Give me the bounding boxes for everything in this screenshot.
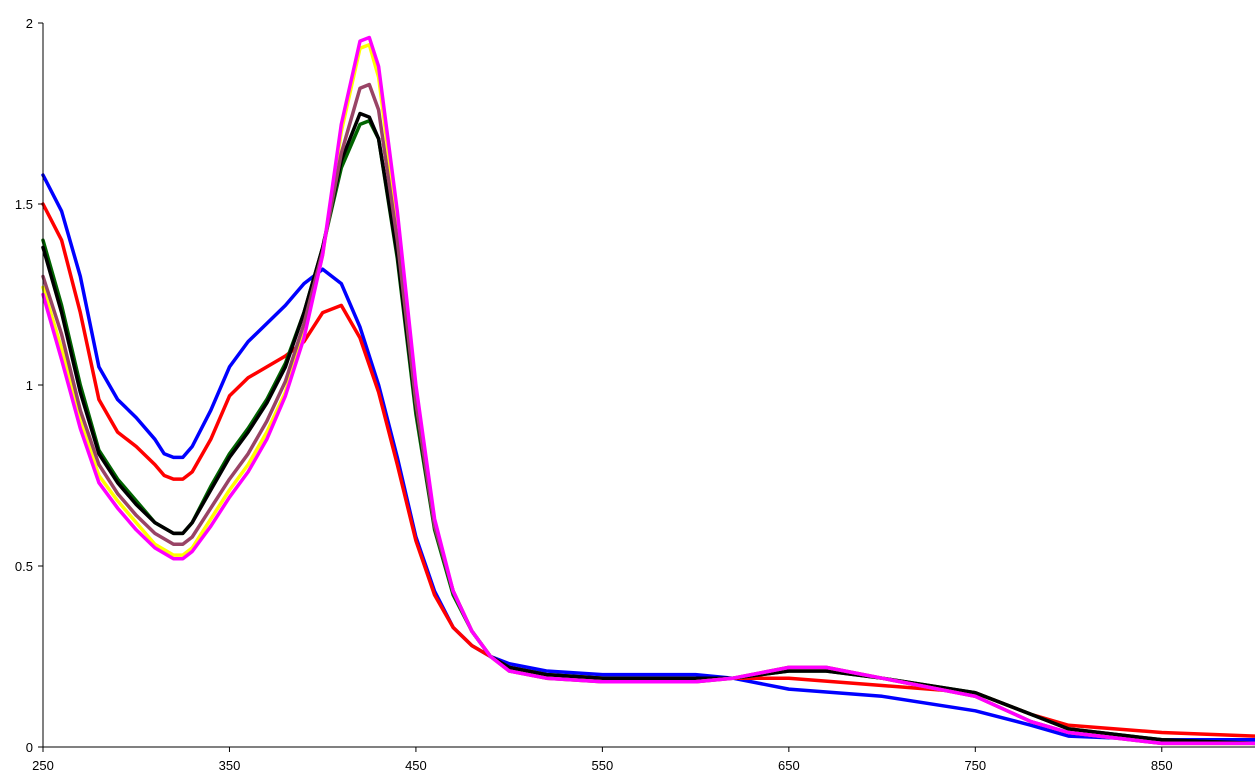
series-line-4 — [41, 111, 1255, 746]
y-tick-label: 0 — [26, 740, 33, 755]
series-line-3 — [41, 118, 1255, 746]
x-tick-label: 450 — [405, 758, 427, 773]
x-tick-label: 350 — [219, 758, 241, 773]
series-line-2 — [41, 202, 1255, 738]
y-tick-label: 1 — [26, 378, 33, 393]
series-line-7 — [41, 35, 1255, 746]
x-tick-label: 850 — [1151, 758, 1173, 773]
series-layer — [41, 35, 1255, 746]
series-line-5 — [41, 42, 1255, 746]
y-tick-label: 0.5 — [15, 559, 33, 574]
y-tick-label: 2 — [26, 16, 33, 31]
series-line-6 — [41, 82, 1255, 746]
x-tick-label: 650 — [778, 758, 800, 773]
x-tick-label: 550 — [592, 758, 614, 773]
y-tick-label: 1.5 — [15, 197, 33, 212]
ticks-layer: 250 350 450 550 650 750 850 0 0.5 1 1.5 2 — [15, 16, 1173, 773]
x-tick-label: 750 — [964, 758, 986, 773]
axes-layer — [42, 23, 1255, 748]
series-line-1 — [41, 173, 1255, 742]
x-tick-label: 250 — [32, 758, 54, 773]
